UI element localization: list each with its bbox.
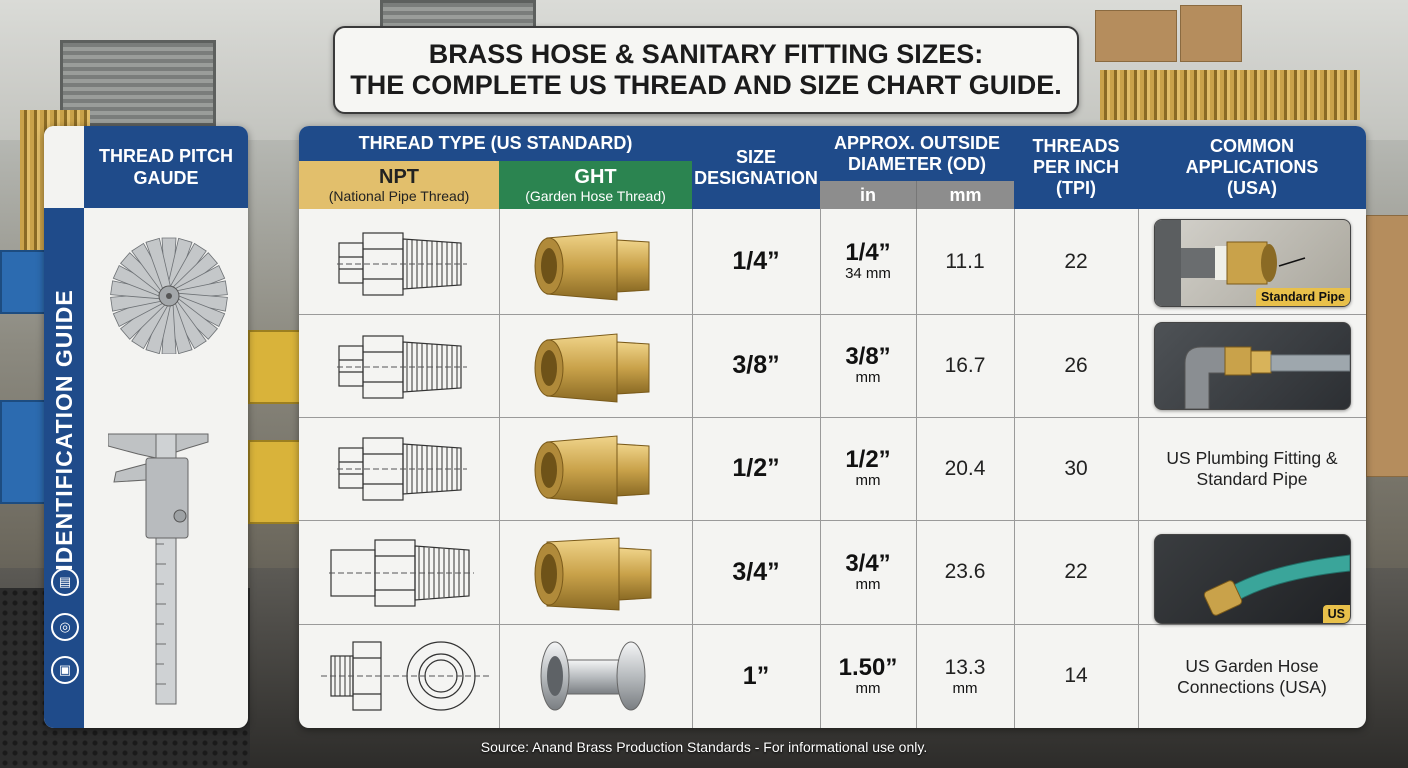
- garden-hose-illustration: [1203, 554, 1350, 616]
- size-designation-header: SIZE DESIGNATION: [692, 126, 820, 209]
- od-inch-cell: 3/4” mm: [820, 520, 916, 624]
- ght-name: (Garden Hose Thread): [525, 187, 666, 204]
- od-mm-value: 13.3: [944, 655, 986, 679]
- garden-hose-photo: US: [1154, 534, 1351, 624]
- od-inch-cell: 1.50” mm: [820, 624, 916, 728]
- od-inch-header: in: [820, 181, 916, 209]
- od-inch-sub: 34 mm: [845, 265, 891, 282]
- row-divider: [299, 314, 1366, 315]
- npt-fitting-drawing: [337, 335, 467, 399]
- od-mm-cell: 13.3 mm: [916, 624, 1014, 728]
- thread-pitch-gauge-icon: [110, 237, 228, 354]
- identification-guide-strip: IDENTIFICATION GUIDE ▤ ◎ ▣: [44, 208, 84, 728]
- size-cell: 3/8”: [732, 351, 780, 379]
- brass-ght-fitting-image: [534, 537, 652, 611]
- column-divider: [499, 209, 500, 728]
- us-tag: US: [1322, 605, 1350, 623]
- column-divider: [916, 209, 917, 728]
- fitting-size-table: THREAD TYPE (US STANDARD) NPT (National …: [299, 126, 1366, 728]
- brass-ght-fitting-image: [534, 333, 650, 403]
- tpi-cell: 22: [1064, 560, 1088, 583]
- size-cell: 1/2”: [732, 454, 780, 482]
- sanitary-ferrule-image: [540, 641, 646, 711]
- npt-fitting-drawing: [329, 539, 474, 607]
- brass-ght-fitting-image: [534, 231, 650, 301]
- od-mm-cell: 16.7: [944, 353, 986, 377]
- storage-bin: [0, 400, 48, 504]
- pipe-connection-photo: [1154, 322, 1351, 410]
- identification-guide-panel: THREAD PITCH GAUDE IDENTIFICATION GUIDE …: [44, 126, 248, 728]
- row-divider: [299, 520, 1366, 521]
- parts-bin: [248, 330, 303, 404]
- parts-bin: [248, 440, 303, 524]
- title-line-2: THE COMPLETE US THREAD AND SIZE CHART GU…: [350, 70, 1062, 100]
- od-inch-cell: 3/8” mm: [820, 314, 916, 417]
- application-text: US Plumbing Fitting & Standard Pipe: [1166, 447, 1338, 489]
- page-title: BRASS HOSE & SANITARY FITTING SIZES: THE…: [333, 26, 1079, 114]
- od-inch-cell: 1/4” 34 mm: [820, 209, 916, 314]
- column-divider: [1138, 209, 1139, 728]
- od-mm-cell: 23.6: [944, 560, 986, 583]
- hose-icon: ◎: [51, 613, 79, 641]
- brass-rods: [1100, 70, 1360, 120]
- od-inch-sub: mm: [855, 369, 881, 386]
- npt-fitting-drawing: [337, 437, 467, 501]
- npt-name: (National Pipe Thread): [328, 187, 470, 204]
- title-line-1: BRASS HOSE & SANITARY FITTING SIZES:: [428, 39, 984, 69]
- column-divider: [820, 209, 821, 728]
- tpi-cell: 22: [1064, 249, 1088, 273]
- applications-header: COMMON APPLICATIONS (USA): [1138, 126, 1366, 209]
- application-text: US Garden Hose Connections (USA): [1177, 656, 1327, 697]
- od-mm-sub: mm: [952, 679, 978, 697]
- tpi-cell: 30: [1064, 456, 1088, 480]
- identification-guide-label: IDENTIFICATION GUIDE: [51, 289, 77, 571]
- cardboard-box: [1180, 5, 1242, 62]
- tpi-header: THREADS PER INCH (TPI): [1014, 126, 1138, 209]
- od-inch-sub: mm: [855, 472, 881, 489]
- row-divider: [299, 417, 1366, 418]
- sanitary-fitting-drawing: [321, 641, 491, 711]
- pipe-fitting-illustration: [1155, 220, 1306, 306]
- od-inch-value: 3/8”: [845, 343, 891, 370]
- outside-diameter-header: APPROX. OUTSIDE DIAMETER (OD): [820, 126, 1014, 181]
- npt-code: NPT: [379, 165, 419, 188]
- cardboard-box: [1366, 215, 1408, 477]
- standard-pipe-photo: Standard Pipe: [1154, 219, 1351, 307]
- od-inch-value: 1/2”: [845, 446, 891, 473]
- ght-header: GHT (Garden Hose Thread): [499, 161, 692, 209]
- left-strip-top: [44, 126, 84, 208]
- thread-type-header: THREAD TYPE (US STANDARD): [299, 126, 692, 161]
- source-footnote: Source: Anand Brass Production Standards…: [480, 739, 928, 755]
- size-cell: 1/4”: [732, 247, 780, 275]
- truck-icon: ▣: [51, 656, 79, 684]
- column-divider: [1014, 209, 1015, 728]
- npt-header: NPT (National Pipe Thread): [299, 161, 499, 209]
- od-inch-value: 3/4”: [845, 549, 891, 577]
- column-divider: [692, 209, 693, 728]
- ruler-icon: ▤: [51, 568, 79, 596]
- pipe-elbow-illustration: [1184, 346, 1350, 409]
- od-mm-cell: 20.4: [944, 456, 986, 480]
- tpi-cell: 26: [1064, 353, 1088, 377]
- od-mm-header: mm: [916, 181, 1014, 209]
- od-inch-sub: mm: [855, 679, 881, 697]
- od-inch-cell: 1/2” mm: [820, 417, 916, 520]
- od-mm-cell: 11.1: [945, 249, 985, 273]
- od-inch-sub: mm: [855, 575, 881, 593]
- standard-pipe-tag: Standard Pipe: [1255, 288, 1350, 306]
- row-divider: [299, 624, 1366, 625]
- size-cell: 3/4”: [732, 557, 780, 586]
- od-inch-value: 1.50”: [838, 653, 898, 681]
- cardboard-box: [1095, 10, 1177, 62]
- thread-pitch-gauge-header: THREAD PITCH GAUDE: [84, 126, 248, 208]
- brass-ght-fitting-image: [534, 435, 650, 505]
- od-inch-value: 1/4”: [845, 239, 891, 266]
- npt-fitting-drawing: [337, 232, 467, 296]
- storage-bin: [0, 250, 48, 314]
- ght-code: GHT: [574, 165, 617, 188]
- vernier-caliper-icon: [108, 433, 209, 705]
- tpi-cell: 14: [1064, 664, 1088, 687]
- size-cell: 1”: [742, 661, 770, 690]
